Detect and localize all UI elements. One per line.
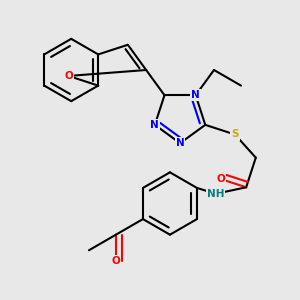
Text: NH: NH xyxy=(207,189,224,199)
Text: O: O xyxy=(112,256,120,266)
Text: N: N xyxy=(151,120,159,130)
Text: O: O xyxy=(217,174,225,184)
Text: S: S xyxy=(231,130,239,140)
Text: O: O xyxy=(64,71,73,81)
Text: N: N xyxy=(191,90,200,100)
Text: N: N xyxy=(176,138,184,148)
